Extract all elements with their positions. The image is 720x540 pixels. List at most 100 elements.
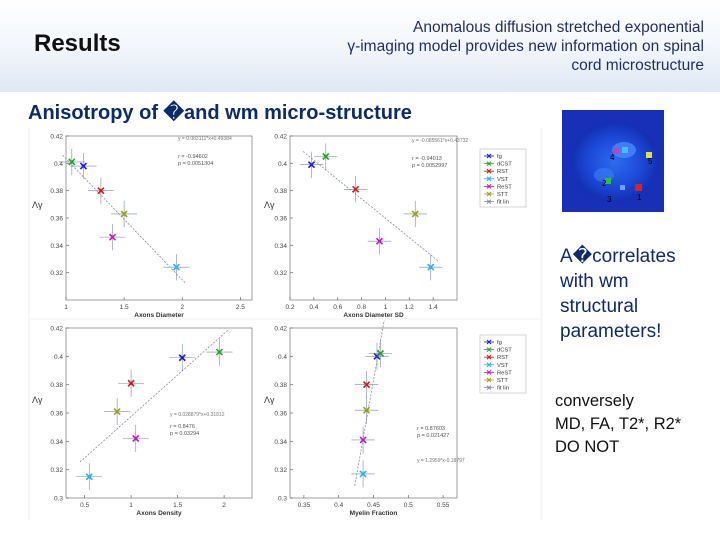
- correlation-line-2: with wm: [560, 271, 629, 292]
- x-tick-label: 1.5: [120, 304, 129, 311]
- fit-line: [302, 151, 440, 263]
- mri-label-5: 5: [648, 157, 653, 166]
- data-point-fg: [70, 152, 97, 180]
- mri-label-4: 4: [610, 153, 615, 162]
- y-tick-label: 0.32: [274, 467, 287, 474]
- chart-axons-diameter-sd: 0.32 0.34 0.36 0.38 0.4 0.42 0.2 0.4 0.6 0.8 1 1.2 1…: [264, 134, 527, 318]
- data-point-stt: [354, 396, 379, 424]
- y-tick-label: 0.34: [274, 439, 287, 446]
- header-line-1: Anomalous diffusion stretched exponentia…: [413, 19, 704, 36]
- header-band: [0, 0, 720, 92]
- chart-panel-2: 0.32 0.34 0.36 0.38 0.4 0.42 0.2 0.4 0.6 0.8 1 1.2 1…: [262, 128, 540, 318]
- x-tick-label: 0.35: [298, 502, 311, 509]
- legend-item: dCST: [484, 347, 512, 354]
- data-point-rest: [351, 426, 375, 454]
- legend-item: ReST: [484, 184, 512, 190]
- x-tick-label: 0.5: [404, 502, 413, 509]
- y-tick-label: 0.4: [54, 161, 63, 168]
- fit-equation: y = 1.2959*x-0.18797: [417, 458, 465, 464]
- y-tick-label: 0.38: [274, 382, 287, 389]
- x-tick-label: 2: [222, 502, 226, 509]
- y-tick-label: 0.36: [274, 411, 287, 418]
- data-point-vst: [419, 254, 443, 281]
- data-point-rst: [87, 177, 114, 204]
- data-point-rst: [118, 369, 145, 397]
- y-tick-label: 0.42: [50, 326, 63, 333]
- x-tick-label: 0.2: [285, 304, 294, 311]
- correlation-line-3: structural: [560, 296, 639, 317]
- y-tick-label: 0.3: [54, 496, 63, 503]
- y-axis-label: Λγ: [264, 395, 275, 405]
- y-tick-label: 0.4: [278, 161, 287, 168]
- legend-item: RST: [484, 354, 509, 361]
- y-tick-label: 0.42: [274, 326, 287, 333]
- data-point-vst: [163, 254, 190, 281]
- legend-item: RST: [484, 168, 509, 175]
- r-value: r = 0.87603: [417, 426, 445, 432]
- data-point-fg: [299, 151, 324, 178]
- contrast-statement: conversely MD, FA, T2*, R2* DO NOT: [555, 390, 720, 459]
- y-tick-label: 0.32: [50, 467, 63, 474]
- y-tick-label: 0.32: [274, 270, 287, 277]
- svg-text:fg: fg: [497, 340, 502, 346]
- mri-svg: 4 5 2 3 1: [562, 110, 664, 212]
- y-tick-label: 0.3: [278, 496, 287, 503]
- svg-text:STT: STT: [497, 378, 508, 384]
- x-tick-label: 1.4: [429, 304, 438, 311]
- fit-equation: y = 0.083111*x+0.49384: [178, 136, 232, 142]
- x-tick-label: 0.6: [333, 304, 342, 311]
- correlation-statement: A�correlates with wm structural paramete…: [560, 244, 710, 344]
- r-value: r = -0.94013: [412, 156, 442, 162]
- results-title: Results: [34, 30, 121, 57]
- contrast-line-3: DO NOT: [555, 438, 620, 456]
- chart-panel-4: 0.3 0.32 0.34 0.36 0.38 0.4 0.42 0.35 0.4 0.45 0.5…: [262, 320, 540, 520]
- mri-label-2: 2: [602, 179, 607, 188]
- y-tick-label: 0.42: [274, 134, 287, 141]
- legend-item: STT: [484, 191, 508, 198]
- data-point-fg: [365, 342, 389, 370]
- legend-item: dCST: [484, 161, 512, 168]
- x-tick-label: 2.5: [236, 304, 245, 311]
- r-value: r = 0.8476: [170, 424, 195, 430]
- svg-text:ReST: ReST: [497, 370, 512, 376]
- svg-text:fg: fg: [497, 154, 502, 160]
- svg-text:fit lin: fit lin: [497, 386, 509, 392]
- y-tick-label: 0.4: [54, 354, 63, 361]
- y-tick-label: 0.42: [50, 134, 63, 141]
- x-tick-label: 0.55: [437, 502, 450, 509]
- svg-text:VST: VST: [497, 363, 509, 369]
- data-point-stt: [104, 397, 131, 426]
- mri-spinal-cord-image: 4 5 2 3 1: [562, 110, 664, 212]
- data-point-dcst: [314, 143, 338, 170]
- svg-text:VST: VST: [497, 177, 509, 183]
- y-tick-label: 0.38: [50, 188, 63, 195]
- x-tick-label: 0.4: [309, 304, 318, 311]
- data-point-vst: [351, 460, 375, 488]
- mri-label-3: 3: [607, 195, 612, 204]
- x-tick-label: 0.4: [334, 502, 343, 509]
- data-point-vst: [76, 463, 103, 491]
- svg-text:RST: RST: [497, 355, 509, 361]
- data-point-dcst: [368, 339, 393, 368]
- x-tick-label: 1: [64, 304, 68, 311]
- svg-text:ReST: ReST: [497, 184, 512, 190]
- chart-panel-3: 0.3 0.32 0.34 0.36 0.38 0.4 0.42 0.5 1 1.5 2 Axons …: [30, 320, 262, 520]
- x-tick-label: 2: [180, 304, 184, 311]
- legend-item: ReST: [484, 370, 512, 376]
- data-point-fg: [169, 344, 196, 372]
- p-value: p = 0.021427: [417, 433, 449, 439]
- legend-item: VST: [484, 176, 509, 183]
- mri-label-1: 1: [637, 193, 642, 202]
- fit-equation: y = -0.085561*x+0.43732: [412, 138, 468, 144]
- data-point-rst: [343, 176, 368, 203]
- fit-line: [354, 320, 385, 486]
- legend-item: fg: [484, 339, 502, 346]
- header-line-2: γ-imaging model provides new information…: [347, 38, 704, 55]
- x-tick-label: 1.2: [405, 304, 414, 311]
- legend-item: STT: [484, 377, 508, 384]
- data-point-stt: [111, 200, 138, 228]
- data-point-rest: [122, 424, 149, 453]
- chart-myelin-fraction: 0.3 0.32 0.34 0.36 0.38 0.4 0.42 0.35 0.4 0.45 0.5…: [264, 320, 527, 517]
- x-axis-label: Axons Density: [136, 510, 182, 517]
